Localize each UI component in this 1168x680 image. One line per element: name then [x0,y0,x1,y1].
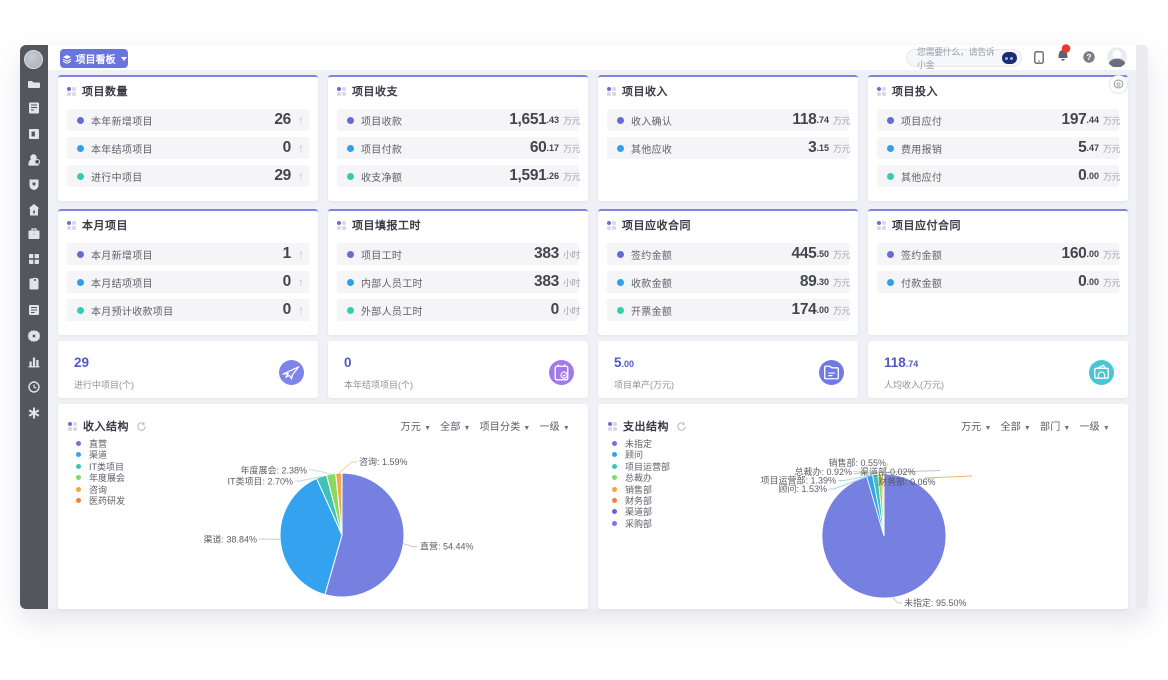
svg-text:项目运营部: 1.39%: 项目运营部: 1.39% [760,475,836,486]
svg-text:总裁办: 0.92%: 总裁办: 0.92% [794,466,852,477]
svg-text:未指定: 95.50%: 未指定: 95.50% [904,597,967,608]
svg-text:销售部: 0.55%: 销售部: 0.55% [828,457,886,468]
svg-text:年度展会: 2.38%: 年度展会: 2.38% [240,465,307,476]
svg-text:直营: 54.44%: 直营: 54.44% [420,541,474,552]
svg-text:IT类项目: 2.70%: IT类项目: 2.70% [227,476,293,487]
svg-text:财务部: 0.06%: 财务部: 0.06% [878,476,936,487]
svg-text:咨询: 1.59%: 咨询: 1.59% [359,456,408,467]
svg-text:?: ? [1086,52,1091,62]
svg-text:渠道部-0.02%: 渠道部-0.02% [860,466,916,477]
svg-text:渠道: 38.84%: 渠道: 38.84% [203,534,257,545]
svg-text:顾问: 1.53%: 顾问: 1.53% [778,483,827,494]
